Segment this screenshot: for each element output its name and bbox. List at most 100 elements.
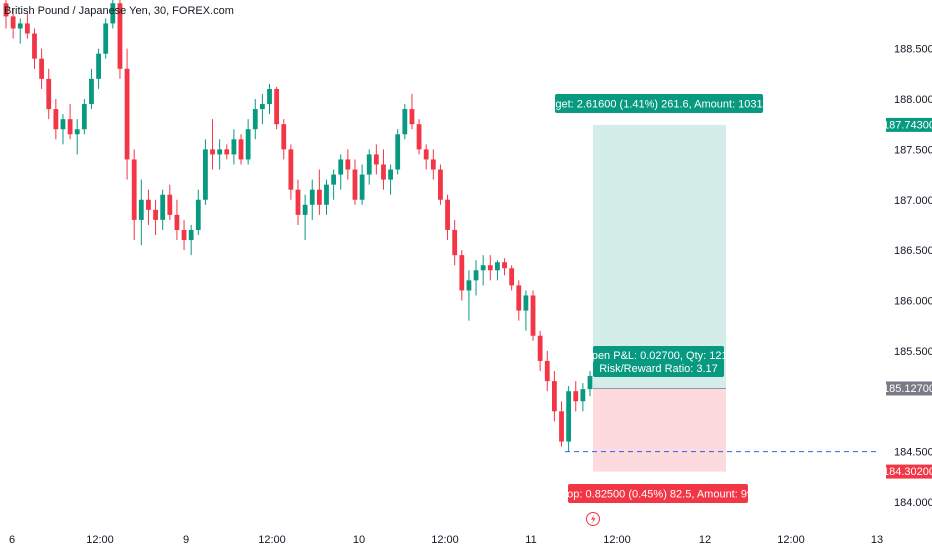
candle-body (409, 109, 415, 125)
candle-body (487, 265, 493, 271)
time-tick-label: 11 (525, 534, 536, 546)
candle-body (124, 68, 130, 160)
price-tick-label: 186.00000 (894, 296, 932, 308)
candle-body (89, 78, 94, 105)
lightning-bolt-icon (591, 514, 596, 524)
candle-body (245, 129, 251, 160)
candle-body (445, 199, 450, 230)
loss-zone[interactable] (593, 388, 726, 472)
candle-body (559, 411, 564, 442)
candle-body (32, 33, 37, 59)
candle-body (573, 391, 579, 402)
candle-body (324, 184, 329, 205)
candle-body (381, 164, 386, 180)
candle-body (452, 229, 458, 256)
candle-body (580, 389, 586, 402)
time-tick-label: 9 (183, 534, 189, 546)
plot-area[interactable] (0, 0, 880, 520)
candle-body (153, 209, 158, 220)
target-text: Target: 2.61600 (1.41%) 261.6, Amount: 1… (540, 99, 778, 111)
candle-body (117, 3, 123, 69)
candle-body (302, 204, 308, 215)
price-tick-label: 184.00000 (894, 497, 932, 509)
pnl-box (593, 346, 724, 377)
time-tick-label: 12:00 (86, 534, 114, 546)
candle-body (466, 280, 472, 291)
candle-body (3, 3, 9, 17)
entry-price-text: 185.12700 (883, 383, 932, 395)
candle-body (267, 88, 272, 105)
event-marker[interactable] (586, 512, 600, 526)
candle-body (338, 159, 344, 175)
candle-body (195, 199, 201, 230)
stop-text: Stop: 0.82500 (0.45%) 82.5, Amount: 990 (557, 489, 759, 501)
candle-body (352, 169, 358, 200)
candle-body (544, 360, 550, 382)
time-tick-label: 12 (699, 534, 711, 546)
stop-box (568, 484, 748, 503)
candle-body (53, 109, 59, 130)
price-tick-label: 187.50000 (894, 144, 932, 156)
stop-price-tag (886, 464, 932, 479)
candle-body (416, 124, 422, 150)
candle-body (295, 189, 301, 215)
target-label[interactable]: Target: 2.61600 (1.41%) 261.6, Amount: 1… (540, 94, 778, 113)
candle-body (231, 139, 237, 155)
candle-body (459, 255, 465, 291)
candle-body (438, 169, 443, 200)
candle-body (359, 174, 365, 200)
candle-body (60, 119, 66, 130)
candle-body (366, 154, 372, 175)
candle-body (74, 129, 80, 135)
candle-body (388, 169, 393, 180)
candle-body (523, 295, 529, 311)
candle-body (131, 159, 137, 220)
candle-body (81, 104, 87, 130)
candle-body (551, 381, 557, 412)
chart-title: British Pound / Japanese Yen, 30, FOREX.… (4, 5, 234, 17)
candle-body (224, 149, 230, 155)
candle-body (281, 124, 287, 150)
candle-body (316, 189, 322, 205)
candle-body (345, 159, 351, 170)
candle-body (252, 109, 258, 130)
candle-body (174, 214, 180, 230)
candle-body (423, 149, 429, 160)
time-tick-label: 12:00 (603, 534, 631, 546)
time-axis[interactable]: 6 12:00 9 12:00 10 12:00 11 12:00 12 12:00 13 (9, 534, 883, 546)
candle-body (39, 58, 45, 79)
candle-body (473, 270, 479, 281)
candle-body (138, 199, 144, 220)
candle-body (181, 229, 187, 241)
candle-body (110, 3, 116, 24)
candle-body (537, 335, 543, 361)
candle-body (67, 119, 73, 135)
candle-body (167, 194, 173, 215)
candle-body (395, 134, 401, 170)
candle-body (480, 265, 486, 271)
candle-body (17, 23, 23, 29)
profit-zone[interactable] (593, 124, 726, 389)
candle-body (402, 109, 408, 135)
candle-body (24, 23, 30, 34)
candle-body (331, 174, 337, 185)
candle-body (430, 159, 436, 170)
candle-body (188, 229, 194, 241)
time-tick-label: 6 (9, 534, 15, 546)
candle-body (96, 53, 101, 79)
candle-body (238, 139, 244, 160)
price-axis[interactable]: 188.50000 188.00000 187.50000 187.00000 186.… (894, 44, 932, 509)
candle-body (516, 285, 522, 311)
price-tag-stop: 184.30200 (883, 464, 932, 479)
candle-body (530, 295, 536, 336)
risk-reward-text: Risk/Reward Ratio: 3.17 (599, 363, 718, 375)
time-tick-label: 13 (871, 534, 883, 546)
pnl-label[interactable]: Open P&L: 0.02700, Qty: 1212 Risk/Reward… (583, 346, 734, 377)
stop-label[interactable]: Stop: 0.82500 (0.45%) 82.5, Amount: 990 (557, 484, 759, 503)
price-tag-entry: 185.12700 (883, 381, 932, 396)
price-tag-target: 187.74300 (883, 117, 932, 132)
price-tick-label: 187.00000 (894, 195, 932, 207)
candle-body (288, 149, 294, 190)
entry-price-tag (886, 381, 932, 396)
